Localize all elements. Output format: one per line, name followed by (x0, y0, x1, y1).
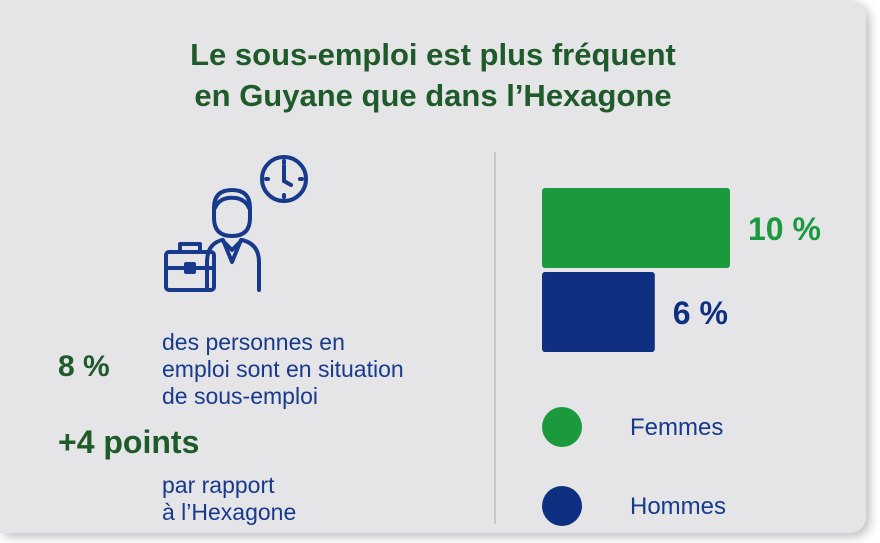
legend-label-femmes: Femmes (630, 414, 723, 441)
bar-femmes (542, 188, 730, 268)
infographic-card: Le sous-emploi est plus fréquent en Guya… (0, 0, 866, 533)
legend-label-hommes: Hommes (630, 493, 726, 520)
title-line-1: Le sous-emploi est plus fréquent (190, 37, 676, 72)
difference-description: par rapport à l’Hexagone (162, 472, 296, 526)
clock-icon (260, 155, 308, 203)
briefcase-icon (164, 242, 216, 292)
underemployment-rate-value: 8 % (58, 350, 110, 383)
gender-bar-chart: 10 % 6 % Femmes Hommes (542, 188, 821, 526)
legend-marker-femmes (542, 407, 582, 447)
diff-desc-line-1: par rapport (162, 472, 275, 498)
infographic-title: Le sous-emploi est plus fréquent en Guya… (0, 34, 866, 116)
legend-marker-hommes (542, 486, 582, 526)
rate-desc-line-3: de sous-emploi (162, 383, 318, 409)
rate-desc-line-1: des personnes en (162, 329, 345, 355)
divider (494, 152, 496, 524)
difference-value: +4 points (58, 424, 200, 460)
bar-label-femmes: 10 % (748, 211, 821, 247)
title-line-2: en Guyane que dans l’Hexagone (194, 78, 672, 113)
bar-label-hommes: 6 % (673, 295, 728, 331)
bar-hommes (542, 272, 655, 352)
underemployment-rate-description: des personnes en emploi sont en situatio… (162, 329, 404, 410)
rate-desc-line-2: emploi sont en situation (162, 356, 404, 382)
diff-desc-line-2: à l’Hexagone (162, 499, 297, 525)
worker-with-briefcase-and-clock-icon (164, 155, 308, 292)
